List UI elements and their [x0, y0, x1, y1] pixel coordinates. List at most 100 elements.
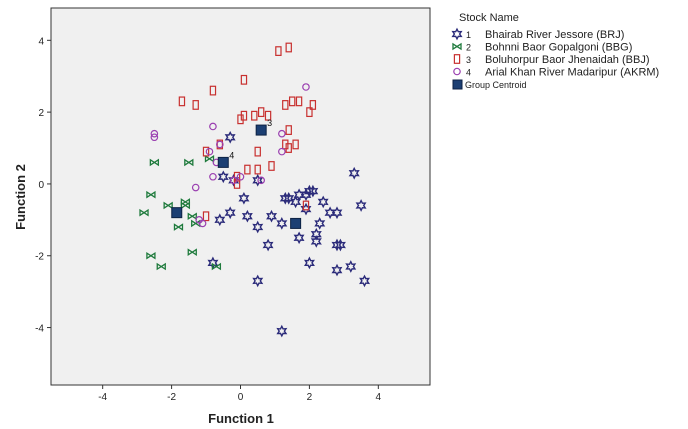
data-point-circle [150, 129, 159, 138]
centroid-label: 4 [229, 150, 234, 160]
data-point-star [262, 238, 274, 252]
data-point-star [252, 274, 264, 288]
data-point-bowtie [156, 262, 166, 271]
data-point-star [331, 206, 343, 220]
x-axis-title: Function 1 [208, 411, 274, 426]
data-point-bowtie [184, 158, 194, 167]
data-point-rect [306, 107, 313, 118]
legend: Stock Name 1 Bhairab River Jessore (BRJ)2… [451, 12, 659, 90]
legend-item-4: 4 Arial Khan River Madaripur (AKRM) [453, 67, 659, 79]
data-point-rect [237, 114, 244, 125]
data-point-rect [244, 164, 251, 175]
x-tick-label: -4 [98, 392, 107, 403]
data-point-star [266, 209, 278, 223]
legend-item-id: 3 [466, 55, 471, 65]
data-point-rect [251, 110, 258, 121]
y-tick-label: 2 [38, 108, 44, 119]
data-point-star [217, 170, 229, 184]
y-tick-label: -4 [35, 324, 44, 335]
y-tick-label: 0 [38, 180, 44, 191]
data-point-rect [209, 85, 217, 96]
legend-item-1: 1 Bhairab River Jessore (BRJ) [451, 27, 624, 41]
data-point-star [331, 263, 343, 277]
centroid-label: 3 [267, 118, 272, 128]
centroid-square-icon [452, 79, 463, 90]
legend-item-label: Group Centroid [465, 80, 527, 90]
y-tick-label: 4 [38, 36, 44, 47]
data-point-circle [278, 147, 286, 156]
legend-item-label: Bhairab River Jessore (BRJ) [485, 29, 624, 41]
data-point-rect [202, 146, 210, 157]
legend-item-3: 3 Boluhorpur Baor Jhenaidah (BBJ) [453, 54, 649, 66]
legend-item-centroid: Group Centroid [452, 79, 527, 90]
data-point-circle [236, 172, 245, 181]
data-point-star [307, 184, 319, 198]
data-point-star [310, 227, 322, 241]
group-centroid-marker [171, 207, 183, 219]
data-point-bowtie [204, 155, 215, 163]
data-point-star [252, 220, 264, 234]
data-point-star [300, 202, 312, 216]
data-point-rect [254, 146, 261, 157]
data-point-rect [240, 110, 248, 121]
data-point-star [334, 238, 346, 252]
data-point-circle [205, 147, 214, 156]
data-point-circle [150, 133, 159, 142]
legend-item-id: 4 [466, 68, 471, 78]
group-centroids: 34 [171, 118, 302, 229]
data-point-rect [288, 96, 296, 107]
bowtie-icon [452, 42, 462, 51]
data-point-rect [240, 74, 248, 85]
data-point-star [293, 231, 305, 245]
x-tick-label: -2 [167, 392, 176, 403]
data-point-circle [191, 183, 200, 192]
data-point-bowtie [146, 190, 156, 199]
data-point-rect [292, 139, 299, 150]
legend-item-label: Arial Khan River Madaripur (AKRM) [485, 67, 659, 79]
data-point-star [359, 274, 371, 288]
data-point-circle [229, 176, 238, 185]
data-point-circle [209, 122, 217, 131]
data-point-rect [285, 42, 292, 53]
data-point-star [310, 235, 322, 248]
data-point-bowtie [180, 201, 191, 210]
y-axis-ticks: -4 -2 0 2 4 [35, 36, 51, 335]
series-2-points [139, 155, 222, 271]
group-centroid-marker [290, 217, 302, 229]
data-point-rect [202, 211, 210, 222]
circle-icon [453, 67, 461, 76]
data-point-rect [282, 100, 289, 110]
data-point-bowtie [173, 223, 184, 231]
data-point-star [348, 166, 360, 180]
data-point-rect [285, 143, 292, 153]
x-tick-label: 2 [307, 392, 313, 403]
legend-item-label: Bohnni Baor Gopalgoni (BBG) [485, 42, 632, 54]
data-point-circle [216, 140, 224, 149]
data-point-bowtie [191, 219, 201, 228]
data-point-rect [275, 46, 282, 56]
data-point-rect [254, 164, 261, 175]
data-point-star [345, 260, 357, 273]
data-point-circle [209, 172, 217, 181]
data-point-bowtie [149, 158, 160, 167]
data-point-star [241, 209, 253, 223]
data-point-bowtie [139, 208, 149, 217]
legend-item-2: 2 Bohnni Baor Gopalgoni (BBG) [452, 42, 632, 54]
data-point-star [283, 191, 295, 205]
legend-item-id: 1 [466, 30, 471, 40]
data-point-star [252, 173, 264, 187]
data-point-circle [195, 216, 203, 224]
data-point-rect [192, 100, 199, 110]
data-point-circle [302, 83, 310, 91]
data-point-bowtie [187, 212, 197, 221]
data-point-star [276, 324, 288, 338]
data-point-circle [278, 129, 286, 138]
group-centroid-marker [255, 124, 267, 136]
data-point-rect [178, 96, 186, 107]
data-point-rect [309, 100, 317, 110]
x-axis-ticks: -4 -2 0 2 4 [98, 385, 382, 403]
x-tick-label: 4 [376, 392, 382, 403]
data-point-rect [302, 200, 310, 211]
data-point-bowtie [146, 251, 156, 260]
data-point-star [224, 130, 236, 144]
